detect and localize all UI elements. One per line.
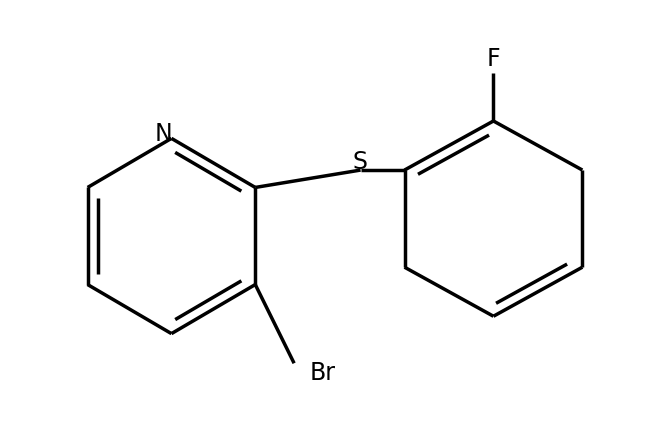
Text: F: F bbox=[486, 46, 500, 71]
Text: Br: Br bbox=[310, 362, 336, 386]
Text: S: S bbox=[352, 150, 367, 174]
Text: N: N bbox=[154, 122, 172, 146]
